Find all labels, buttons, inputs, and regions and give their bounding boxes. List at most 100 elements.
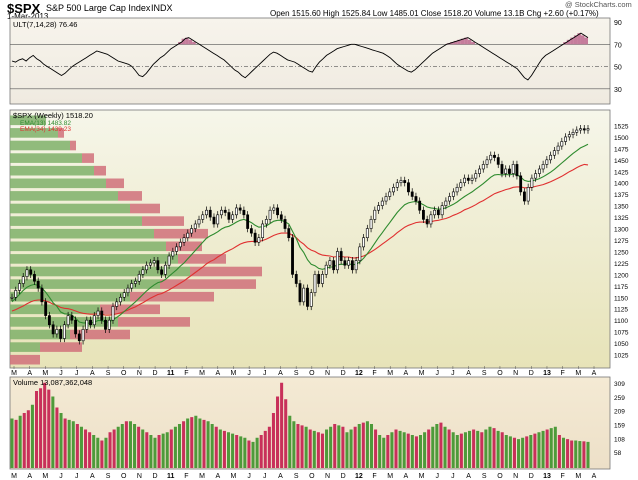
x-tick-label: A: [404, 370, 409, 377]
candle-body: [571, 132, 575, 135]
ema34-line: [11, 163, 589, 316]
volume-bar: [410, 435, 414, 468]
volume-bar: [235, 435, 239, 468]
candle-body: [309, 292, 313, 307]
x-tick-label: A: [27, 370, 32, 377]
vbp-down-bar: [118, 191, 142, 201]
volume-bar: [243, 437, 247, 468]
x-tick-label: M: [42, 370, 48, 377]
candle-body: [302, 287, 306, 303]
x-tick-label: D: [153, 473, 158, 480]
vbp-down-bar: [130, 291, 214, 302]
volume-bar: [284, 399, 288, 468]
candle-body: [119, 296, 122, 303]
vbp-down-bar: [82, 153, 94, 163]
volume-bar: [561, 437, 566, 468]
volume-bar: [361, 422, 365, 468]
volume-bar: [574, 440, 578, 468]
x-tick-label: M: [11, 473, 17, 480]
volume-bar: [500, 432, 504, 468]
candle-body: [541, 164, 545, 170]
candle-body: [526, 187, 530, 202]
volume-bar: [537, 432, 541, 468]
candle-body: [321, 274, 324, 284]
candle-body: [111, 306, 115, 321]
vbp-up-bar: [10, 165, 94, 176]
vbp-down-bar: [40, 342, 82, 352]
volume-bar: [341, 426, 345, 468]
volume-bar: [333, 424, 337, 468]
x-tick-label: A: [90, 473, 95, 480]
x-tick-label: J: [435, 370, 439, 377]
volume-bar: [104, 437, 108, 468]
candle-body: [429, 214, 433, 225]
volume-bar: [190, 417, 194, 468]
volume-bar: [34, 391, 39, 468]
x-tick-label: S: [482, 370, 487, 377]
price-tick-label: 1325: [614, 215, 629, 222]
candle-body: [373, 209, 377, 220]
x-tick-label: M: [231, 473, 237, 480]
candle-body: [201, 214, 205, 220]
x-tick-label: A: [215, 473, 220, 480]
candle-body: [47, 315, 51, 326]
candle-body: [145, 264, 149, 271]
x-tick-label: J: [59, 370, 63, 377]
vbp-up-bar: [10, 115, 46, 126]
candle-body: [489, 154, 493, 161]
x-tick-label: M: [419, 370, 425, 377]
price-tick-label: 1100: [614, 318, 628, 325]
candle-body: [134, 280, 137, 284]
volume-bar: [165, 432, 169, 468]
candle-body: [148, 262, 152, 266]
x-tick-label: M: [387, 473, 393, 480]
ult-tick-label: 30: [614, 87, 622, 94]
ult-tick-label: 50: [614, 65, 622, 72]
vbp-up-bar: [10, 216, 142, 226]
vbp-down-bar: [58, 128, 64, 138]
vbp-down-bar: [166, 241, 202, 252]
volume-bar: [79, 426, 83, 468]
volume-bar: [202, 419, 206, 468]
candle-body: [246, 214, 250, 229]
candle-body: [81, 329, 85, 342]
candle-body: [534, 173, 538, 179]
x-tick-label: A: [404, 473, 409, 480]
candle-body: [560, 141, 564, 147]
candle-body: [407, 182, 410, 193]
candle-body: [141, 269, 145, 275]
candle-body: [444, 200, 448, 206]
x-tick-label: O: [121, 370, 127, 377]
vbp-up-bar: [10, 140, 70, 151]
candle-body: [14, 290, 18, 298]
volume-bar: [296, 424, 300, 468]
candle-body: [268, 209, 272, 220]
x-tick-label: O: [309, 370, 315, 377]
ult-overbought-fill: [453, 40, 458, 45]
price-tick-label: 1150: [614, 295, 628, 302]
volume-bar: [198, 418, 202, 468]
volume-bar: [468, 430, 472, 468]
volume-bar: [75, 424, 79, 468]
ult-panel: [9, 17, 611, 105]
volume-bar: [357, 424, 361, 468]
volume-bar: [226, 432, 231, 468]
vbp-down-bar: [94, 165, 106, 176]
candle-body: [549, 154, 553, 161]
volume-bar: [206, 421, 210, 468]
volume-bar: [39, 388, 43, 468]
volume-bar: [418, 435, 423, 468]
volume-bar: [455, 435, 459, 468]
x-tick-label: F: [184, 370, 188, 377]
candle-body: [358, 246, 362, 261]
ema13-label: EMA(13) 1483.82: [20, 120, 71, 127]
volume-bar: [149, 435, 153, 468]
candle-body: [414, 196, 418, 202]
candle-body: [223, 209, 227, 213]
x-tick-label: O: [497, 370, 503, 377]
volume-bar: [439, 422, 443, 468]
volume-bar: [365, 421, 369, 468]
candle-body: [332, 260, 336, 271]
candle-body: [440, 205, 444, 216]
